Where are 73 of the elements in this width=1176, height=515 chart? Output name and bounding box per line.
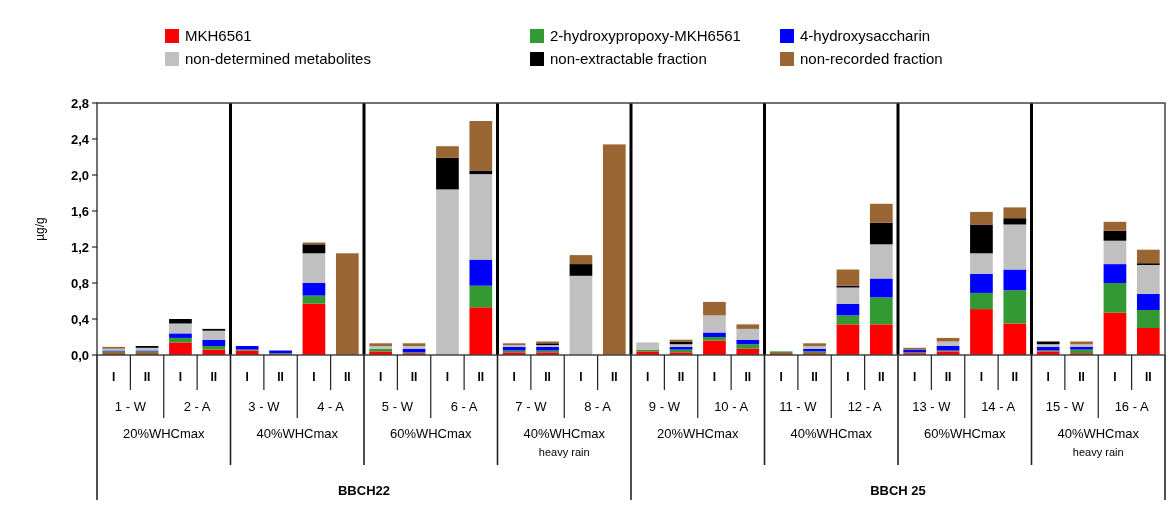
x-tick-label: I xyxy=(445,370,450,384)
x-tick-label: II xyxy=(744,370,752,384)
text: 20%WHCmax xyxy=(122,426,206,441)
text: 20%WHCmax xyxy=(656,426,740,441)
text: 2 - A xyxy=(183,399,211,414)
x-tick-label: I xyxy=(712,370,717,384)
x-tick-label: I xyxy=(245,370,249,384)
x-tick-label: II xyxy=(410,370,418,384)
y-axis-title: µg/g xyxy=(33,217,47,241)
text: 40%WHCmax xyxy=(256,426,339,441)
x-tick-label: II xyxy=(210,370,218,384)
legend-label: non-recorded fraction xyxy=(800,50,943,68)
x-tick-label: I xyxy=(112,370,116,384)
x-tick-label: II xyxy=(544,370,551,384)
text: 14 - A xyxy=(981,399,1016,414)
legend-label: 2-hydroxypropoxy-MKH6561 xyxy=(550,27,741,45)
text: 40%WHCmax xyxy=(790,426,873,441)
text: 40%WHCmax heavy rain xyxy=(523,426,606,458)
text: 40%WHCmax heavy rain xyxy=(1057,426,1140,458)
y-tick-label: 2,4 xyxy=(70,131,90,147)
x-tick-label: I xyxy=(1113,370,1117,384)
x-tick-label: I xyxy=(846,370,850,384)
y-tick-label: 1,2 xyxy=(70,239,89,255)
text: 8 - A xyxy=(584,399,612,414)
y-tick-label: 0,0 xyxy=(70,347,89,363)
y-tick-label: 0,8 xyxy=(70,275,89,291)
text: 9 - W xyxy=(648,399,681,414)
x-tick-label: II xyxy=(477,370,485,384)
text: BBCH 25 xyxy=(870,483,926,498)
y-tick-label: 1,6 xyxy=(70,203,89,219)
x-tick-label: II xyxy=(1011,370,1019,384)
y-tick-label: 0,4 xyxy=(70,311,90,327)
x-tick-label: II xyxy=(944,370,952,384)
legend-label: non-extractable fraction xyxy=(550,50,707,68)
text: 16 - A xyxy=(1114,399,1149,414)
x-tick-label: II xyxy=(811,370,818,384)
text: 60%WHCmax xyxy=(923,426,1007,441)
x-tick-label: I xyxy=(1046,370,1050,384)
x-tick-label: I xyxy=(512,370,516,384)
legend-label: non-determined metabolites xyxy=(185,50,371,68)
x-tick-label: I xyxy=(913,370,917,384)
text: 1 - W xyxy=(114,399,147,414)
x-tick-label: I xyxy=(779,370,783,384)
y-tick-label: 2,0 xyxy=(70,167,89,183)
x-tick-label: I xyxy=(379,370,383,384)
x-tick-label: II xyxy=(677,370,685,384)
text: 5 - W xyxy=(381,399,414,414)
x-tick-label: II xyxy=(343,370,351,384)
text: BBCH22 xyxy=(337,483,391,498)
x-tick-label: II xyxy=(1144,370,1152,384)
x-tick-label: I xyxy=(178,370,183,384)
text: 15 - W xyxy=(1045,399,1085,414)
x-tick-label: I xyxy=(646,370,650,384)
y-tick-label: 2,8 xyxy=(70,95,89,111)
text: 60%WHCmax xyxy=(389,426,473,441)
x-tick-label: I xyxy=(312,370,316,384)
x-tick-label: II xyxy=(1078,370,1085,384)
text: 10 - A xyxy=(714,399,749,414)
x-tick-label: II xyxy=(277,370,284,384)
text: 13 - W xyxy=(912,399,952,414)
text: 12 - A xyxy=(847,399,882,414)
text: 4 - A xyxy=(317,399,345,414)
text: 7 - W xyxy=(515,399,548,414)
legend-label: MKH6561 xyxy=(185,27,252,45)
x-tick-label: I xyxy=(979,370,984,384)
text: 6 - A xyxy=(450,399,478,414)
x-tick-label: II xyxy=(610,370,618,384)
x-tick-label: II xyxy=(877,370,885,384)
x-tick-label: II xyxy=(143,370,151,384)
x-tick-label: I xyxy=(579,370,583,384)
text: 11 - W xyxy=(779,399,818,414)
text: 3 - W xyxy=(248,399,281,414)
legend-label: 4-hydroxysaccharin xyxy=(800,27,931,45)
